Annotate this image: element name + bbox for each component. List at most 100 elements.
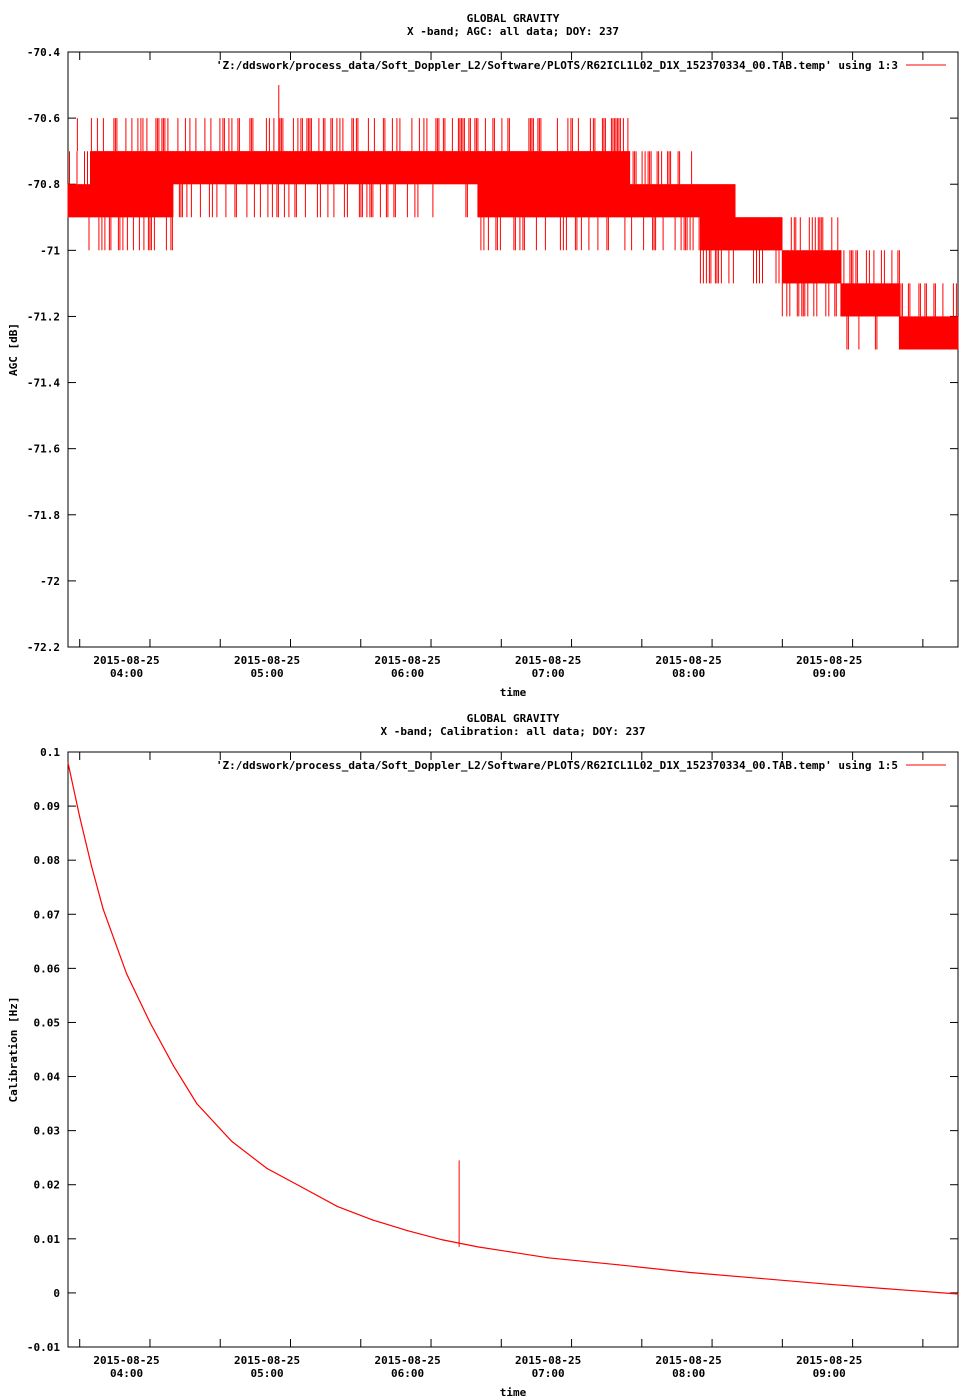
x-axis-label: time bbox=[500, 1386, 527, 1399]
y-tick-label: -71.4 bbox=[27, 377, 60, 390]
data-point bbox=[957, 1293, 959, 1295]
y-tick-label: 0.05 bbox=[34, 1016, 61, 1029]
y-tick-label: -71.6 bbox=[27, 443, 60, 456]
x-tick-label-date: 2015-08-25 bbox=[656, 1354, 722, 1367]
agc-noise bbox=[898, 283, 959, 350]
y-tick-label: 0.02 bbox=[34, 1179, 61, 1192]
x-tick-label-time: 09:00 bbox=[813, 1367, 846, 1380]
agc-noise bbox=[477, 118, 630, 251]
x-tick-label-date: 2015-08-25 bbox=[93, 654, 159, 667]
x-tick-label-time: 05:00 bbox=[251, 1367, 284, 1380]
data-point bbox=[102, 908, 104, 910]
data-point bbox=[371, 1219, 374, 1221]
y-tick-label: -71.2 bbox=[27, 310, 60, 323]
y-tick-label: 0.08 bbox=[34, 854, 61, 867]
series-line bbox=[67, 85, 959, 350]
y-tick-label: 0.09 bbox=[34, 800, 61, 813]
y-tick-label: -70.6 bbox=[27, 112, 60, 125]
x-tick-label-date: 2015-08-25 bbox=[796, 1354, 862, 1367]
y-tick-label: -0.01 bbox=[27, 1341, 60, 1354]
x-tick-label-time: 08:00 bbox=[672, 667, 705, 680]
data-point bbox=[547, 1257, 549, 1259]
data-point bbox=[149, 1021, 151, 1024]
agc-noise bbox=[781, 217, 842, 317]
agc-noise bbox=[699, 184, 736, 284]
x-axis-label: time bbox=[500, 686, 527, 699]
data-point bbox=[828, 1283, 830, 1285]
data-point bbox=[512, 1251, 514, 1253]
x-tick-label-date: 2015-08-25 bbox=[796, 654, 862, 667]
agc-dense-band bbox=[782, 250, 841, 284]
x-tick-label-time: 07:00 bbox=[532, 1367, 565, 1380]
x-tick-label-time: 04:00 bbox=[110, 667, 143, 680]
y-tick-label: 0.01 bbox=[34, 1233, 61, 1246]
data-point bbox=[90, 864, 93, 867]
data-point bbox=[67, 762, 69, 764]
y-axis-label: AGC [dB] bbox=[7, 323, 20, 376]
x-tick-label-time: 05:00 bbox=[251, 667, 284, 680]
data-point bbox=[407, 1230, 409, 1232]
data-point bbox=[79, 816, 81, 818]
x-tick-label-date: 2015-08-25 bbox=[234, 1354, 300, 1367]
chart-subtitle: X -band; AGC: all data; DOY: 237 bbox=[407, 25, 619, 38]
x-tick-label-date: 2015-08-25 bbox=[515, 654, 581, 667]
data-point bbox=[688, 1271, 690, 1273]
data-point bbox=[442, 1239, 444, 1241]
agc-noise bbox=[840, 250, 900, 350]
chart-title: GLOBAL GRAVITY bbox=[467, 12, 560, 25]
agc-noise bbox=[90, 118, 173, 251]
data-point bbox=[301, 1186, 303, 1189]
y-tick-label: -70.8 bbox=[27, 178, 60, 191]
y-tick-label: -71.8 bbox=[27, 509, 60, 522]
legend-label: 'Z:/ddswork/process_data/Soft_Doppler_L2… bbox=[216, 759, 898, 772]
y-tick-label: 0 bbox=[53, 1287, 60, 1300]
data-point bbox=[758, 1277, 760, 1279]
calibration-curve bbox=[67, 762, 959, 1295]
x-tick-label-date: 2015-08-25 bbox=[93, 1354, 159, 1367]
y-tick-label: 0.06 bbox=[34, 962, 61, 975]
data-point bbox=[898, 1289, 901, 1291]
y-tick-label: 0.1 bbox=[40, 746, 60, 759]
data-point bbox=[196, 1102, 198, 1105]
chart-title: GLOBAL GRAVITY bbox=[467, 712, 560, 725]
legend-label: 'Z:/ddswork/process_data/Soft_Doppler_L2… bbox=[216, 59, 898, 72]
x-tick-label-time: 08:00 bbox=[672, 1367, 705, 1380]
data-point bbox=[336, 1205, 338, 1207]
y-tick-label: -70.4 bbox=[27, 46, 60, 59]
agc-dense-band bbox=[173, 151, 478, 185]
x-tick-label-date: 2015-08-25 bbox=[515, 1354, 581, 1367]
agc-noise bbox=[67, 151, 91, 251]
x-tick-label-date: 2015-08-25 bbox=[234, 654, 300, 667]
x-tick-label-time: 07:00 bbox=[532, 667, 565, 680]
agc-noise bbox=[172, 118, 477, 218]
data-point bbox=[266, 1167, 268, 1170]
x-tick-label-date: 2015-08-25 bbox=[374, 654, 440, 667]
y-tick-label: -72 bbox=[40, 575, 60, 588]
y-tick-label: -72.2 bbox=[27, 641, 60, 654]
data-point bbox=[172, 1065, 174, 1067]
data-point bbox=[125, 973, 128, 975]
agc-dense-band bbox=[899, 316, 958, 350]
y-tick-label: 0.07 bbox=[34, 908, 61, 921]
agc-dense-band bbox=[840, 283, 900, 317]
x-tick-label-date: 2015-08-25 bbox=[656, 654, 722, 667]
x-tick-label-date: 2015-08-25 bbox=[374, 1354, 440, 1367]
agc-noise bbox=[629, 151, 700, 251]
x-tick-label-time: 06:00 bbox=[391, 1367, 424, 1380]
y-axis-label: Calibration [Hz] bbox=[7, 997, 20, 1103]
plot-frame bbox=[67, 751, 959, 1348]
y-tick-label: -71 bbox=[40, 244, 60, 257]
x-tick-label-time: 04:00 bbox=[110, 1367, 143, 1380]
agc-noise bbox=[735, 217, 783, 284]
series-line bbox=[67, 762, 959, 1295]
x-tick-label-time: 09:00 bbox=[813, 667, 846, 680]
x-tick-label-time: 06:00 bbox=[391, 667, 424, 680]
plot-frame bbox=[67, 51, 959, 648]
chart-subtitle: X -band; Calibration: all data; DOY: 237 bbox=[381, 725, 646, 738]
legend: 'Z:/ddswork/process_data/Soft_Doppler_L2… bbox=[216, 759, 946, 772]
y-tick-label: 0.03 bbox=[34, 1125, 61, 1138]
data-point bbox=[477, 1246, 479, 1248]
